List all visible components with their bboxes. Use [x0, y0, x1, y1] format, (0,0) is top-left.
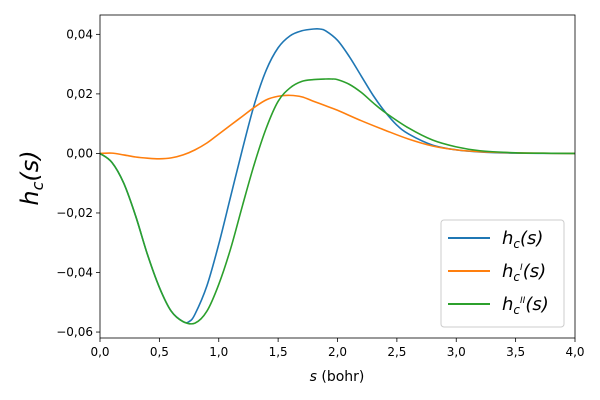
y-axis-ticks: −0,06 −0,04 −0,02 0,00 0,02 0,04	[56, 27, 100, 339]
x-tick-label: 2,5	[387, 345, 406, 359]
y-tick-label: 0,02	[66, 87, 93, 101]
y-axis-label: hc(s)	[16, 150, 47, 205]
x-tick-label: 4,0	[565, 345, 584, 359]
x-tick-label: 2,0	[328, 345, 347, 359]
legend-label-2: hcI(s)	[502, 261, 546, 284]
y-tick-label: −0,06	[56, 325, 93, 339]
x-axis-ticks: 0,0 0,5 1,0 1,5 2,0 2,5 3,0 3,5 4,0	[90, 338, 585, 359]
x-tick-label: 0,0	[90, 345, 109, 359]
x-tick-label: 1,5	[269, 345, 288, 359]
y-tick-label: −0,02	[56, 206, 93, 220]
legend-label-3: hcII(s)	[502, 294, 549, 317]
x-tick-label: 3,5	[506, 345, 525, 359]
x-axis-label: s (bohr)	[310, 369, 365, 385]
x-tick-label: 0,5	[150, 345, 169, 359]
legend: hc(s) hcI(s) hcII(s)	[440, 219, 565, 328]
legend-box	[440, 219, 565, 328]
series-line-3	[99, 78, 576, 325]
y-tick-label: −0,04	[56, 266, 93, 280]
y-tick-label: 0,04	[66, 27, 93, 41]
series-lines	[99, 27, 576, 325]
x-tick-label: 3,0	[447, 345, 466, 359]
legend-label-1: hc(s)	[502, 228, 543, 251]
series-line-2	[99, 94, 576, 160]
x-tick-label: 1,0	[209, 345, 228, 359]
y-tick-label: 0,00	[66, 146, 93, 160]
